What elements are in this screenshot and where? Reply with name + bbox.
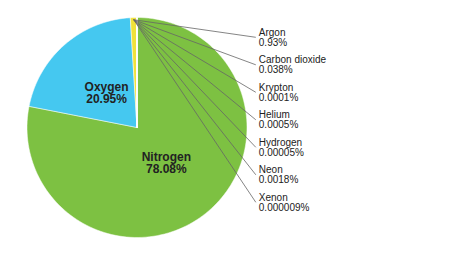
svg-text:Neon0.0018%: Neon0.0018% [259,164,299,185]
svg-text:Oxygen20.95%: Oxygen20.95% [85,80,129,106]
svg-text:Carbon dioxide0.038%: Carbon dioxide0.038% [259,54,327,75]
svg-text:Helium0.0005%: Helium0.0005% [259,109,299,130]
svg-text:Argon0.93%: Argon0.93% [259,27,287,48]
svg-text:Xenon0.000009%: Xenon0.000009% [259,192,310,213]
svg-text:Nitrogen78.08%: Nitrogen78.08% [142,150,191,176]
svg-text:Krypton0.0001%: Krypton0.0001% [259,82,299,103]
svg-text:Hydrogen0.00005%: Hydrogen0.00005% [259,137,304,158]
